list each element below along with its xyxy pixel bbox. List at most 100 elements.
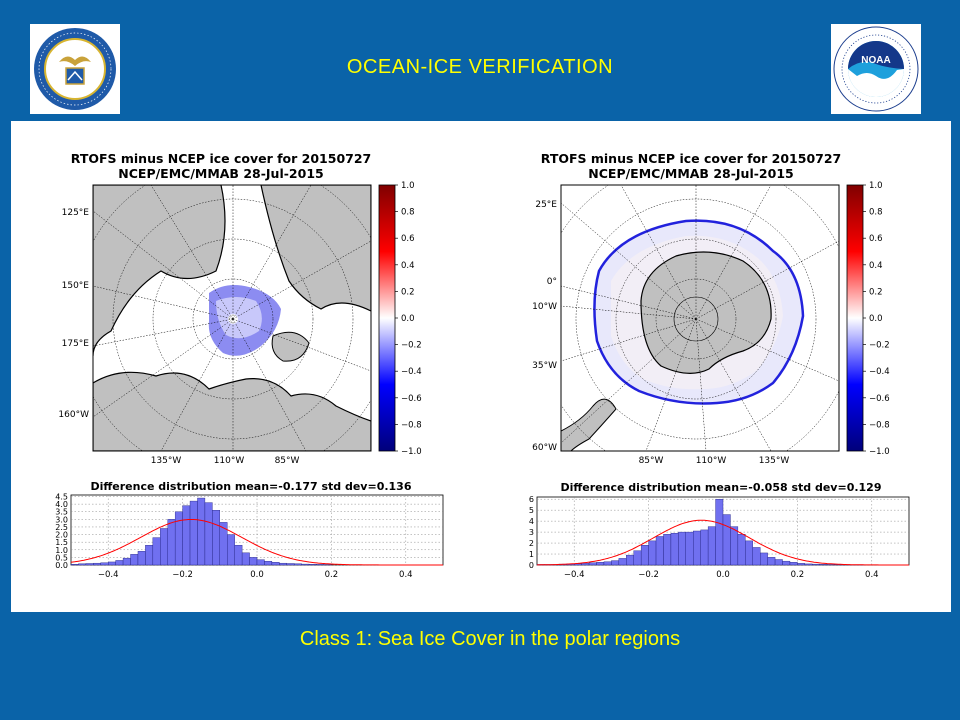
histogram-y-tick: 0 <box>529 561 534 570</box>
commerce-seal-logo <box>30 24 120 114</box>
map-title-line-2: NCEP/EMC/MMAB 28-Jul-2015 <box>588 166 793 181</box>
histogram-bar <box>752 547 761 566</box>
histogram-bar <box>722 514 731 566</box>
histogram-bar <box>241 552 250 566</box>
histogram-bar <box>730 526 739 566</box>
lon-label-60w: 60°W <box>532 443 557 453</box>
histogram-bar <box>264 560 273 566</box>
histogram-x-tick: 0.0 <box>716 570 730 580</box>
histogram-bar <box>715 498 724 566</box>
histogram-bar <box>767 557 776 566</box>
histogram-y-tick: 6 <box>529 495 534 504</box>
colorbar-tick-label: −0.2 <box>401 341 422 351</box>
histogram-title: Difference distribution mean=-0.058 std … <box>560 481 881 494</box>
arctic-map: 125°E 150°E 175°E 160°W 135°W 110°W 85°W <box>58 184 372 466</box>
colorbar-tick-label: −0.6 <box>869 394 890 404</box>
histogram-bar <box>782 560 791 566</box>
histogram-bar <box>130 554 139 566</box>
noaa-logo-text: NOAA <box>861 55 890 66</box>
histogram-y-tick: 2.5 <box>55 523 68 532</box>
histogram-bar <box>234 545 243 566</box>
map-title-line-1: RTOFS minus NCEP ice cover for 20150727 <box>71 151 371 166</box>
histogram-bar <box>100 562 109 566</box>
histogram-bar <box>663 534 672 566</box>
histogram-bar <box>279 562 287 566</box>
histogram-bar <box>152 537 161 566</box>
colorbar-tick-label: 0.0 <box>401 314 415 324</box>
histogram-bar <box>633 550 642 566</box>
slide-title: OCEAN-ICE VERIFICATION <box>346 56 614 78</box>
histogram-bar <box>603 561 612 566</box>
commerce-seal-icon <box>34 28 116 110</box>
histogram-bar <box>737 534 746 566</box>
lon-label-85w: 85°W <box>639 456 664 466</box>
histogram-bar <box>189 500 198 566</box>
colorbar: 1.0 0.8 0.6 0.4 0.2 0.0 −0.2 −0.4 −0.6 −0.8 −1.0 <box>846 181 890 457</box>
histogram-bar <box>678 531 687 566</box>
histogram-bar <box>137 551 146 566</box>
histogram-y-tick: 1.0 <box>55 546 68 555</box>
histogram-bar <box>693 530 701 566</box>
histogram-bar <box>107 561 116 566</box>
histogram-y-tick: 1 <box>529 550 534 559</box>
histogram-bar <box>789 562 798 566</box>
histogram-bar <box>316 564 325 566</box>
histogram-bar <box>115 560 124 566</box>
histogram-y-tick: 1.5 <box>55 538 68 547</box>
lon-label-110w: 110°W <box>214 456 245 466</box>
colorbar-tick-label: 0.2 <box>869 287 883 297</box>
colorbar-tick-label: 0.8 <box>401 208 415 218</box>
histogram-bar <box>70 564 79 566</box>
histogram-x-tick: −0.4 <box>564 570 585 580</box>
histogram-bar <box>670 532 679 566</box>
histogram-y-tick: 0.0 <box>55 561 68 570</box>
histogram-bar <box>626 554 634 566</box>
histogram-bar <box>294 563 302 566</box>
colorbar-tick-label: −1.0 <box>869 447 890 457</box>
colorbar-tick-label: −0.4 <box>869 367 890 377</box>
histogram-bar <box>93 562 101 566</box>
lon-label-150e: 150°E <box>62 281 90 291</box>
arctic-figure-panel: RTOFS minus NCEP ice cover for 20150727 … <box>11 121 481 612</box>
lon-label-110w: 110°W <box>696 456 727 466</box>
histogram-x-tick: −0.2 <box>172 570 193 580</box>
histogram-bar <box>182 505 191 566</box>
histogram-bar <box>78 563 87 566</box>
noaa-icon: NOAA <box>833 26 919 112</box>
colorbar-tick-label: 0.4 <box>869 261 883 271</box>
histogram-bar <box>249 557 258 566</box>
colorbar-tick-label: 0.6 <box>401 234 415 244</box>
map-title-line-2: NCEP/EMC/MMAB 28-Jul-2015 <box>118 166 323 181</box>
histogram-y-tick: 4.5 <box>55 493 68 502</box>
histogram-bar <box>826 564 835 566</box>
histogram-bar <box>797 563 806 566</box>
arctic-histogram: −0.4 −0.2 0.0 0.2 0.40.00.51.01.52.02.53.03.… <box>55 493 444 580</box>
histogram-bar <box>174 511 183 566</box>
histogram-bar <box>197 497 206 566</box>
histogram-bar <box>212 510 221 566</box>
colorbar-tick-label: −0.2 <box>869 341 890 351</box>
slide-caption: Class 1: Sea Ice Cover in the polar regi… <box>299 628 681 650</box>
histogram-x-tick: −0.2 <box>638 570 659 580</box>
lon-label-125e: 125°E <box>62 208 90 218</box>
histogram-bar <box>167 519 176 566</box>
lon-label-160w: 160°W <box>58 410 89 420</box>
histogram-title: Difference distribution mean=-0.177 std … <box>90 480 411 493</box>
histogram-bar <box>819 564 828 566</box>
histogram-bar <box>308 564 317 566</box>
noaa-logo: NOAA <box>831 24 921 114</box>
histogram-bar <box>685 531 694 566</box>
colorbar-tick-label: 0.4 <box>401 261 415 271</box>
colorbar-tick-label: −1.0 <box>401 447 422 457</box>
histogram-x-tick: 0.2 <box>325 570 339 580</box>
histogram-x-tick: 0.0 <box>250 570 264 580</box>
histogram-y-tick: 5 <box>529 506 534 515</box>
histogram-bar <box>611 560 620 566</box>
histogram-x-tick: 0.4 <box>865 570 879 580</box>
histogram-bar <box>760 552 768 566</box>
lon-label-35w: 35°W <box>532 361 557 371</box>
histogram-bar <box>160 528 168 566</box>
colorbar-tick-label: 0.2 <box>401 287 415 297</box>
histogram-y-tick: 4.0 <box>55 500 68 509</box>
histogram-bar <box>774 559 783 566</box>
